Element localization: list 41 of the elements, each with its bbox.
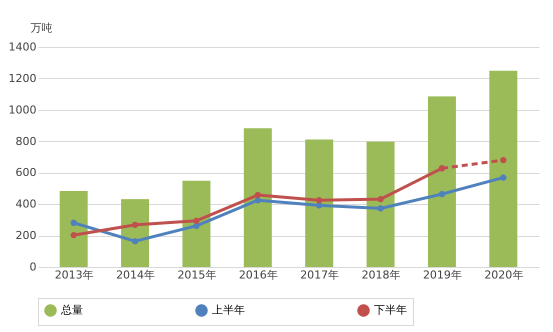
bar bbox=[366, 142, 395, 267]
point bbox=[438, 190, 446, 198]
bar bbox=[305, 140, 334, 267]
y-tick-label: 200 bbox=[16, 229, 36, 242]
bar bbox=[428, 96, 456, 267]
legend-label: 上半年 bbox=[212, 304, 245, 317]
y-axis-title: 万吨 bbox=[30, 22, 52, 34]
legend-label: 下半年 bbox=[374, 304, 407, 317]
x-tick-label: 2018年 bbox=[362, 268, 401, 282]
point bbox=[377, 205, 384, 212]
point bbox=[316, 197, 322, 204]
point bbox=[70, 232, 77, 238]
point bbox=[193, 218, 200, 224]
point bbox=[132, 238, 138, 244]
point bbox=[254, 192, 261, 198]
y-tick-label: 0 bbox=[30, 260, 36, 274]
x-tick-label: 2019年 bbox=[422, 268, 462, 282]
point bbox=[377, 196, 384, 202]
bar bbox=[244, 128, 272, 267]
bar bbox=[489, 70, 518, 267]
point bbox=[254, 197, 261, 204]
x-tick-label: 2016年 bbox=[238, 268, 278, 282]
bar bbox=[60, 190, 88, 267]
point bbox=[132, 222, 138, 228]
x-tick-label: 2013年 bbox=[54, 268, 94, 282]
x-tick-label: 2020年 bbox=[484, 268, 524, 282]
y-tick-label: 600 bbox=[16, 166, 36, 180]
y-tick-label: 400 bbox=[16, 198, 36, 211]
bar bbox=[182, 180, 210, 267]
x-tick-label: 2015年 bbox=[177, 268, 216, 282]
point bbox=[438, 165, 446, 172]
point bbox=[500, 156, 506, 164]
x-tick-label: 2017年 bbox=[300, 268, 340, 282]
y-tick-label: 1400 bbox=[8, 40, 36, 54]
y-tick-label: 1200 bbox=[8, 72, 36, 85]
y-tick-label: 1000 bbox=[8, 103, 36, 116]
legend-label: 总量 bbox=[60, 304, 83, 317]
point bbox=[70, 220, 77, 226]
y-tick-label: 800 bbox=[16, 134, 36, 148]
x-tick-label: 2014年 bbox=[116, 268, 156, 282]
point bbox=[500, 174, 506, 181]
